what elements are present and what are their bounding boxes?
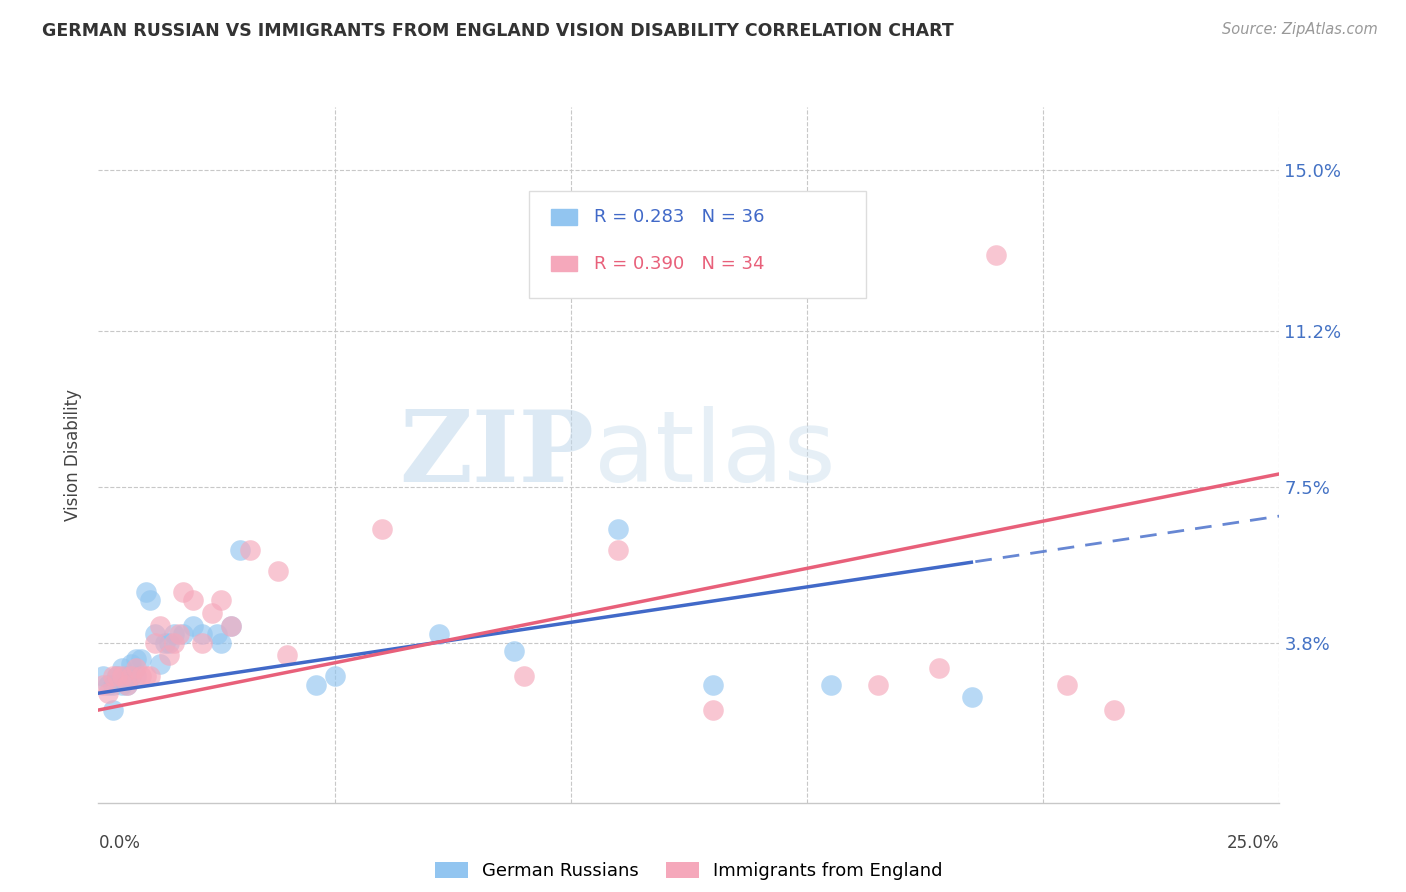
Point xyxy=(201,606,224,620)
Point xyxy=(323,669,346,683)
Point xyxy=(115,678,138,692)
Point xyxy=(135,669,157,683)
Point xyxy=(219,618,242,632)
Point xyxy=(172,627,194,641)
Bar xyxy=(551,210,576,225)
Point xyxy=(209,635,232,649)
Point xyxy=(153,635,176,649)
Point xyxy=(702,703,724,717)
Point xyxy=(101,669,124,683)
Point xyxy=(702,678,724,692)
Point xyxy=(115,669,138,683)
Y-axis label: Vision Disability: Vision Disability xyxy=(65,389,83,521)
Point xyxy=(105,669,128,683)
Point xyxy=(101,678,124,692)
Text: Source: ZipAtlas.com: Source: ZipAtlas.com xyxy=(1222,22,1378,37)
Point xyxy=(371,522,394,536)
Point xyxy=(191,627,214,641)
Point xyxy=(512,669,534,683)
Point xyxy=(163,635,186,649)
Text: ZIP: ZIP xyxy=(399,407,595,503)
Point xyxy=(167,627,190,641)
Point xyxy=(1056,678,1078,692)
Point xyxy=(181,593,204,607)
Point xyxy=(157,648,180,663)
Point xyxy=(111,661,134,675)
FancyBboxPatch shape xyxy=(530,191,866,298)
Text: 25.0%: 25.0% xyxy=(1227,834,1279,852)
Point xyxy=(135,585,157,599)
Point xyxy=(181,618,204,632)
Point xyxy=(91,678,114,692)
Point xyxy=(205,627,228,641)
Point xyxy=(157,635,180,649)
Point xyxy=(111,678,134,692)
Point xyxy=(1102,703,1125,717)
Point xyxy=(962,690,984,705)
Point xyxy=(129,669,152,683)
Point xyxy=(267,564,290,578)
Point xyxy=(125,652,148,666)
Point xyxy=(143,635,166,649)
Point xyxy=(866,678,889,692)
Point xyxy=(121,657,143,671)
Point xyxy=(219,618,242,632)
Point xyxy=(97,686,120,700)
Point xyxy=(427,627,450,641)
Point xyxy=(101,703,124,717)
Point xyxy=(115,678,138,692)
Text: GERMAN RUSSIAN VS IMMIGRANTS FROM ENGLAND VISION DISABILITY CORRELATION CHART: GERMAN RUSSIAN VS IMMIGRANTS FROM ENGLAN… xyxy=(42,22,953,40)
Point xyxy=(105,669,128,683)
Text: atlas: atlas xyxy=(595,407,837,503)
Point xyxy=(163,627,186,641)
Point xyxy=(149,657,172,671)
Point xyxy=(97,678,120,692)
Point xyxy=(820,678,842,692)
Point xyxy=(143,627,166,641)
Point xyxy=(149,618,172,632)
Point xyxy=(239,542,262,557)
Point xyxy=(121,669,143,683)
Point xyxy=(305,678,328,692)
Point xyxy=(121,669,143,683)
Text: R = 0.283   N = 36: R = 0.283 N = 36 xyxy=(595,208,765,226)
Point xyxy=(503,644,526,658)
Point xyxy=(276,648,298,663)
Point xyxy=(191,635,214,649)
Point xyxy=(139,593,162,607)
Point xyxy=(129,652,152,666)
Point xyxy=(229,542,252,557)
Point xyxy=(125,669,148,683)
Point xyxy=(928,661,950,675)
Point xyxy=(607,542,630,557)
Text: 0.0%: 0.0% xyxy=(98,834,141,852)
Bar xyxy=(551,256,576,271)
Point xyxy=(91,669,114,683)
Point xyxy=(139,669,162,683)
Point xyxy=(125,661,148,675)
Legend: German Russians, Immigrants from England: German Russians, Immigrants from England xyxy=(427,855,950,888)
Point xyxy=(984,247,1007,261)
Point xyxy=(172,585,194,599)
Point xyxy=(607,522,630,536)
Text: R = 0.390   N = 34: R = 0.390 N = 34 xyxy=(595,254,765,273)
Point xyxy=(111,669,134,683)
Point xyxy=(209,593,232,607)
